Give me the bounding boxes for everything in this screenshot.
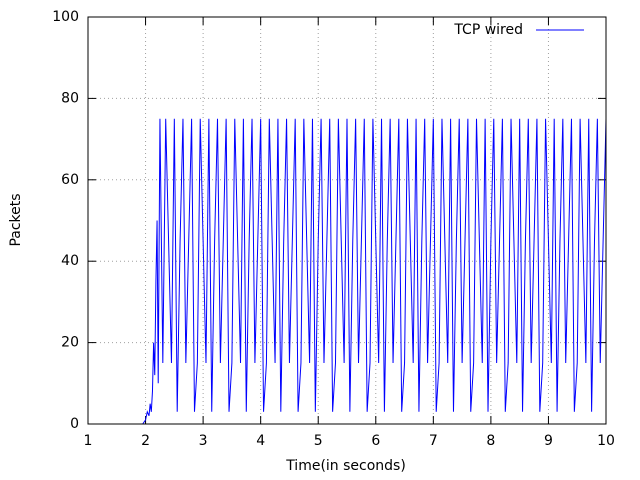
x-tick-label: 9 (544, 433, 553, 449)
y-tick-label: 40 (61, 253, 79, 269)
y-tick-label: 20 (61, 335, 79, 351)
x-tick-label: 8 (486, 433, 495, 449)
x-tick-label: 2 (141, 433, 150, 449)
x-tick-label: 5 (314, 433, 323, 449)
x-tick-label: 4 (256, 433, 265, 449)
x-axis-label: Time(in seconds) (285, 458, 406, 474)
y-tick-label: 0 (70, 416, 79, 432)
data-line (142, 118, 607, 425)
x-tick-label: 7 (429, 433, 438, 449)
x-tick-label: 3 (199, 433, 208, 449)
x-tick-label: 1 (84, 433, 93, 449)
x-tick-label: 6 (371, 433, 380, 449)
y-tick-label: 100 (52, 9, 79, 25)
y-tick-label: 80 (61, 90, 79, 106)
legend-label: TCP wired (453, 22, 523, 38)
plot-border (87, 16, 607, 425)
x-tick-label: 10 (597, 433, 615, 449)
y-tick-label: 60 (61, 172, 79, 188)
y-axis-label: Packets (8, 193, 24, 246)
